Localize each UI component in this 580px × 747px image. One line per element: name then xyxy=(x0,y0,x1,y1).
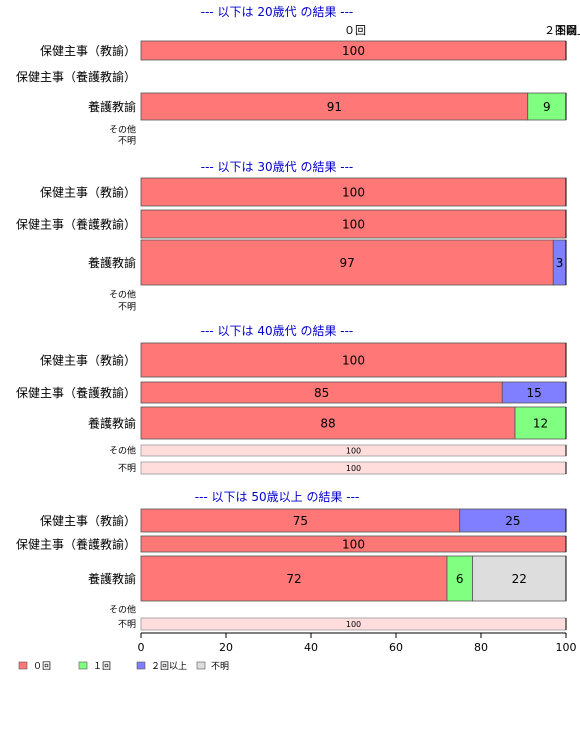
bar-segment xyxy=(140,406,516,440)
row-label: 保健主事（養護教諭） xyxy=(16,217,136,232)
bar-value-label: 12 xyxy=(533,417,548,431)
row-label: 保健主事（養護教諭） xyxy=(16,69,136,84)
bar-segment xyxy=(472,555,567,602)
x-tick-label: 0 xyxy=(138,641,145,654)
row-label: 保健主事（教諭） xyxy=(40,513,136,528)
legend-label: 不明 xyxy=(211,661,229,672)
bar-value-label: 100 xyxy=(342,44,365,58)
row-label: 不明 xyxy=(118,619,136,630)
row-label: その他 xyxy=(109,445,136,457)
row-label: 保健主事（養護教諭） xyxy=(16,537,136,552)
row-label: 保健主事（教諭） xyxy=(40,185,136,200)
legend-swatch xyxy=(136,661,146,670)
top-axis-label: ０回 xyxy=(344,24,366,37)
legend-label: ２回以上 xyxy=(151,661,187,672)
bar-segment xyxy=(140,239,554,286)
x-tick-label: 20 xyxy=(219,641,233,654)
bar-value-label: 88 xyxy=(320,417,335,431)
bar-value-label: 100 xyxy=(342,354,365,368)
row-label: 養護教諭 xyxy=(88,99,136,114)
bar-value-label: 100 xyxy=(346,464,361,473)
bar-segment xyxy=(140,555,448,602)
bar-segment xyxy=(140,209,567,239)
bar-value-label: 6 xyxy=(456,572,464,586)
x-tick-label: 80 xyxy=(474,641,488,654)
bar-value-label: 91 xyxy=(327,100,342,114)
row-label: 保健主事（教諭） xyxy=(40,353,136,368)
row-label: 保健主事（教諭） xyxy=(40,43,136,58)
legend-label: １回 xyxy=(93,661,111,672)
bar-segment xyxy=(140,92,529,121)
panel-title: --- 以下は 20歳代 の結果 --- xyxy=(201,5,354,19)
bar-value-label: 75 xyxy=(293,514,308,528)
row-label: 保健主事（養護教諭） xyxy=(16,385,136,400)
panel-title: --- 以下は 40歳代 の結果 --- xyxy=(201,324,354,338)
bar-segment xyxy=(140,342,567,378)
x-tick-label: 60 xyxy=(389,641,403,654)
row-label: 不明 xyxy=(118,463,136,474)
top-axis-label: ２回以上 xyxy=(544,24,580,37)
row-label: その他 xyxy=(109,604,136,616)
legend-swatch xyxy=(196,661,206,670)
legend-label: ０回 xyxy=(33,661,51,672)
bar-value-label: 97 xyxy=(339,256,354,270)
top-axis-label: 不明 xyxy=(555,24,577,37)
bar-value-label: 72 xyxy=(286,572,301,586)
bar-value-label: 15 xyxy=(526,386,541,400)
bar-value-label: 100 xyxy=(346,620,361,629)
row-label: 養護教諭 xyxy=(88,255,136,270)
row-label: 不明 xyxy=(118,136,136,147)
bar-value-label: 100 xyxy=(346,447,361,456)
bar-value-label: 9 xyxy=(543,100,551,114)
panel-title: --- 以下は 30歳代 の結果 --- xyxy=(201,160,354,174)
bar-value-label: 100 xyxy=(342,218,365,232)
bar-value-label: 85 xyxy=(314,386,329,400)
row-label: その他 xyxy=(109,289,136,301)
row-label: 養護教諭 xyxy=(88,571,136,586)
row-label: 不明 xyxy=(118,302,136,313)
legend-swatch xyxy=(18,661,28,670)
legend-swatch xyxy=(78,661,88,670)
top-axis-label: １回 xyxy=(555,24,577,37)
bar-segment xyxy=(140,177,567,207)
row-label: 養護教諭 xyxy=(88,416,136,431)
x-tick-label: 40 xyxy=(304,641,318,654)
bar-value-label: 100 xyxy=(342,186,365,200)
bar-value-label: 25 xyxy=(505,514,520,528)
bar-segment xyxy=(527,92,567,121)
bar-value-label: 100 xyxy=(342,538,365,552)
x-tick-label: 100 xyxy=(556,641,577,654)
panel-title: --- 以下は 50歳以上 の結果 --- xyxy=(195,490,360,504)
row-label: その他 xyxy=(109,124,136,136)
bar-value-label: 3 xyxy=(556,256,564,270)
bar-value-label: 22 xyxy=(512,572,527,586)
